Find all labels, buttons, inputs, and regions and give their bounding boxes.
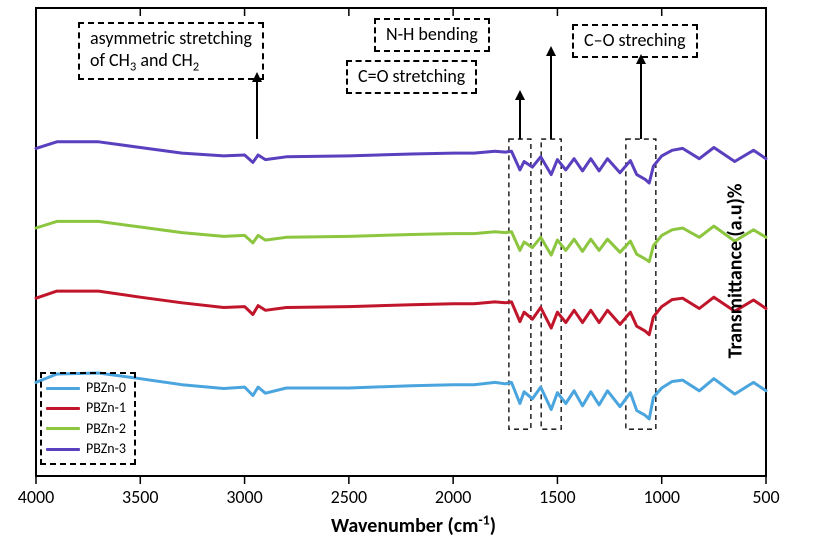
legend-label: PBZn-1 (86, 398, 126, 418)
ftir-spectrum-chart: Wavenumber (cm-1) Transmittance (a.u)% 4… (0, 0, 827, 542)
y-axis-label: Transmittance (a.u)% (724, 184, 748, 359)
legend-item: PBZn-3 (46, 439, 126, 459)
x-tick-label: 4000 (18, 486, 55, 508)
x-tick-label: 2500 (331, 486, 368, 508)
x-axis-label-text: Wavenumber (cm-1) (331, 514, 496, 538)
x-tick-label: 1000 (643, 486, 680, 508)
annotation-arrow-line (550, 55, 552, 139)
legend-label: PBZn-2 (86, 419, 126, 439)
x-tick-label: 500 (752, 486, 779, 508)
legend-swatch (46, 407, 80, 410)
annotation-box: C=O stretching (346, 60, 477, 94)
annotation-arrow-line (256, 81, 258, 139)
x-tick-label: 1500 (539, 486, 576, 508)
annotation-box: N-H bending (374, 18, 490, 52)
annotation-arrow-line (640, 63, 642, 139)
x-tick-label: 2000 (435, 486, 472, 508)
annotation-box: C–O streching (572, 24, 698, 58)
legend-item: PBZn-0 (46, 378, 126, 398)
x-tick-label: 3000 (226, 486, 263, 508)
legend-label: PBZn-3 (86, 439, 126, 459)
x-tick-label: 3500 (122, 486, 159, 508)
legend-item: PBZn-2 (46, 419, 126, 439)
x-axis-label: Wavenumber (cm-1) (331, 511, 496, 538)
legend: PBZn-0PBZn-1PBZn-2PBZn-3 (40, 372, 136, 465)
legend-swatch (46, 448, 80, 451)
legend-label: PBZn-0 (86, 378, 126, 398)
annotation-arrow-line (519, 99, 521, 139)
legend-swatch (46, 427, 80, 430)
annotation-box: asymmetric stretchingof CH3 and CH2 (78, 22, 264, 80)
legend-item: PBZn-1 (46, 398, 126, 418)
legend-swatch (46, 387, 80, 390)
